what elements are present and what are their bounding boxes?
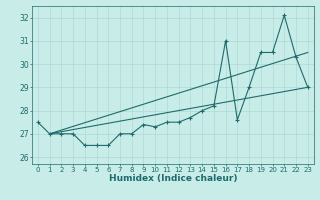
X-axis label: Humidex (Indice chaleur): Humidex (Indice chaleur) [108,174,237,183]
